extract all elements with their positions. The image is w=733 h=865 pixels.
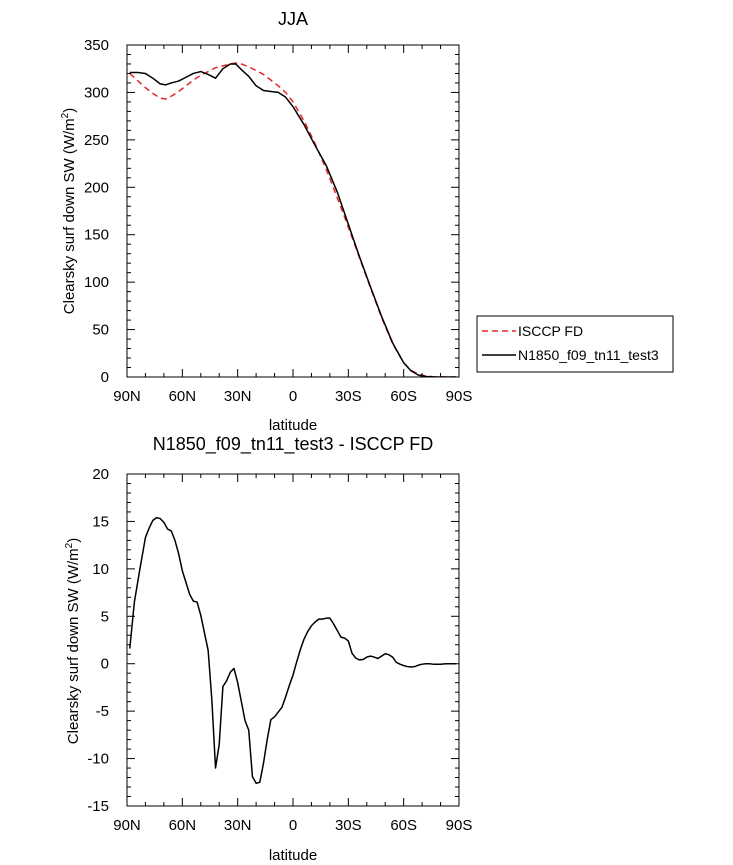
bottom-y-tick-label: 0	[101, 656, 109, 673]
top-y-tick-label: 150	[84, 227, 109, 244]
bottom-y-tick-label: 15	[92, 513, 109, 530]
bottom-y-axis-title-end: )	[65, 538, 82, 543]
top-x-tick-label: 90N	[113, 388, 141, 405]
top-y-tick-label: 250	[84, 132, 109, 149]
bottom-series-group	[129, 516, 457, 784]
bottom-y-tick-label: -5	[96, 703, 109, 720]
bottom-x-tick-label: 90N	[113, 817, 141, 834]
top-y-tick-label: 50	[92, 322, 109, 339]
top-x-tick-label: 30N	[224, 388, 252, 405]
top-x-tick-label: 90S	[446, 388, 473, 405]
bottom-chart-title: N1850_f09_tn11_test3 - ISCCP FD	[153, 434, 434, 455]
top-series-group	[129, 62, 457, 377]
top-y-axis-title: Clearsky surf down SW (W/m2)	[60, 108, 78, 314]
top-x-tick-label: 0	[289, 388, 297, 405]
top-panel: 90N 60N 30N 0 30S 60S 90S 0 50 100 150 200 250 300 350	[84, 37, 472, 405]
bottom-x-tick-label: 60N	[169, 817, 197, 834]
bottom-panel: 90N 60N 30N 0 30S 60S 90S -15 -10 -5 0 5 10 15 20	[87, 466, 472, 834]
legend: ISCCP FD N1850_f09_tn11_test3	[476, 315, 674, 373]
top-chart-title: JJA	[278, 9, 308, 29]
bottom-x-tick-label: 90S	[446, 817, 473, 834]
legend-label-isccp: ISCCP FD	[518, 323, 583, 339]
top-y-tick-label: 0	[101, 369, 109, 386]
bottom-y-tick-label: -10	[87, 751, 109, 768]
top-y-tick-label: 200	[84, 179, 109, 196]
top-y-axis-title-end: )	[61, 108, 78, 113]
bottom-y-axis-title: Clearsky surf down SW (W/m2)	[64, 538, 82, 744]
top-y-tick-label: 100	[84, 274, 109, 291]
top-series-line-0	[129, 62, 457, 377]
top-x-tick-label: 30S	[335, 388, 362, 405]
bottom-y-axis-title-main: Clearsky surf down SW (W/m	[65, 548, 82, 744]
top-x-tick-label: 60S	[390, 388, 417, 405]
top-y-axis-title-sup: 2	[60, 112, 71, 118]
bottom-x-tick-label: 0	[289, 817, 297, 834]
bottom-plot-frame	[126, 473, 460, 807]
bottom-x-tick-label: 60S	[390, 817, 417, 834]
bottom-series-line-0	[129, 516, 457, 784]
bottom-y-axis-title-sup: 2	[64, 542, 75, 548]
top-series-line-1	[129, 63, 457, 377]
bottom-x-tick-label: 30N	[224, 817, 252, 834]
top-plot-frame	[126, 44, 460, 378]
legend-box	[476, 315, 674, 373]
bottom-x-axis-title: latitude	[269, 847, 317, 864]
bottom-y-tick-label: 10	[92, 561, 109, 578]
legend-label-model: N1850_f09_tn11_test3	[518, 347, 659, 363]
top-y-axis-title-main: Clearsky surf down SW (W/m	[61, 118, 78, 314]
top-y-tick-label: 350	[84, 37, 109, 54]
bottom-y-tick-label: 5	[101, 608, 109, 625]
top-y-tick-label: 300	[84, 84, 109, 101]
top-x-tick-label: 60N	[169, 388, 197, 405]
bottom-y-tick-label: -15	[87, 798, 109, 815]
bottom-x-tick-label: 30S	[335, 817, 362, 834]
bottom-y-tick-label: 20	[92, 466, 109, 483]
top-x-axis-title: latitude	[269, 417, 317, 434]
